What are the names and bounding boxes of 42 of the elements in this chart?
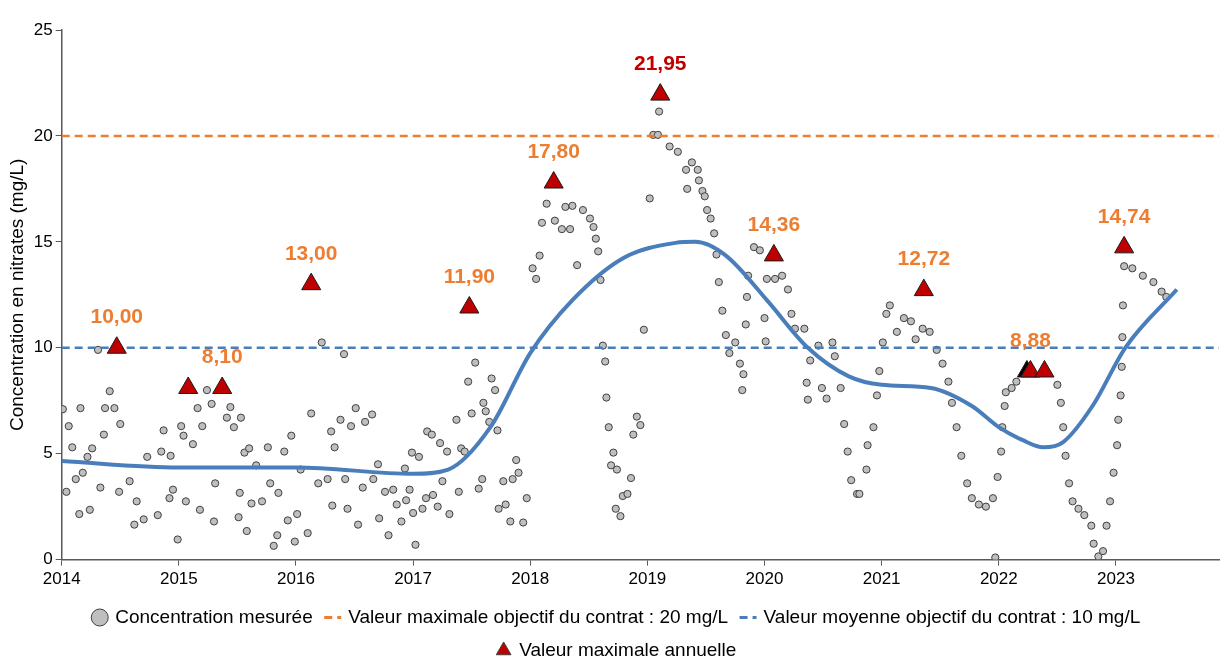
point — [913, 278, 934, 297]
x-tick-label: 2015 — [159, 569, 198, 589]
y-tick-label: 25 — [33, 19, 53, 39]
x-tick-label: 2014 — [42, 569, 81, 589]
point — [543, 171, 564, 189]
data-label: 14,36 — [747, 211, 801, 235]
data-label: 14,74 — [1097, 203, 1151, 227]
y-tick-label: 0 — [43, 549, 53, 569]
x-tick-label: 2022 — [979, 569, 1018, 589]
legend-label: Valeur maximale objectif du contrat : 20 mg/L — [348, 605, 729, 627]
data-label: 17,80 — [527, 138, 580, 162]
point — [106, 336, 127, 354]
legend-label: Valeur moyenne objectif du contrat : 10 mg/L — [763, 605, 1141, 627]
point — [1114, 235, 1135, 254]
y-tick-label: 15 — [33, 231, 53, 251]
point — [212, 376, 233, 395]
legend-label: Valeur maximale annuelle — [519, 638, 737, 660]
point — [650, 83, 671, 101]
data-label: 13,00 — [284, 240, 338, 264]
y-tick-label: 20 — [33, 125, 53, 145]
point — [301, 272, 322, 291]
point — [178, 376, 199, 395]
y-axis-title: Concentration en nitrates (mg/L) — [5, 158, 27, 432]
x-tick-label: 2019 — [628, 569, 667, 589]
point — [1034, 359, 1055, 378]
y-tick-label: 5 — [43, 443, 53, 463]
x-tick-label: 2017 — [394, 569, 433, 589]
point — [763, 243, 784, 262]
x-tick-label: 2020 — [745, 569, 784, 589]
data-label: 11,90 — [443, 263, 496, 287]
data-label: 8,10 — [201, 344, 243, 368]
x-tick-label: 2021 — [862, 569, 901, 589]
data-label: 8,88 — [1009, 327, 1052, 351]
point — [459, 296, 480, 314]
data-label: 10,00 — [90, 304, 144, 328]
legend-label: Concentration mesurée — [115, 605, 313, 627]
y-tick-label: 10 — [33, 337, 53, 357]
data-label: 12,72 — [897, 246, 951, 270]
x-tick-label: 2023 — [1097, 569, 1135, 589]
x-tick-label: 2018 — [511, 569, 550, 589]
x-tick-label: 2016 — [277, 569, 315, 589]
data-label: 21,95 — [633, 50, 687, 74]
